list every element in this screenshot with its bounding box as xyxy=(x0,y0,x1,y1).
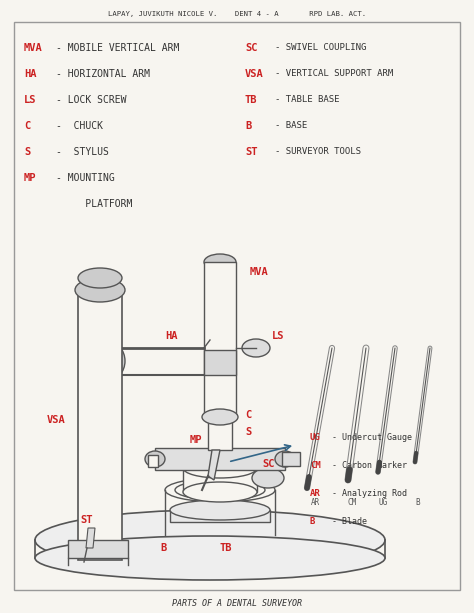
Ellipse shape xyxy=(183,458,257,478)
Text: TB: TB xyxy=(245,95,257,105)
Text: ST: ST xyxy=(80,515,92,525)
Text: C: C xyxy=(24,121,30,131)
Text: C: C xyxy=(245,410,251,420)
Text: LS: LS xyxy=(272,331,284,341)
Text: MP: MP xyxy=(24,173,36,183)
Text: - LOCK SCREW: - LOCK SCREW xyxy=(56,95,127,105)
Ellipse shape xyxy=(35,510,385,570)
Ellipse shape xyxy=(170,500,270,520)
Ellipse shape xyxy=(145,451,165,467)
Text: - BASE: - BASE xyxy=(275,121,307,131)
Bar xyxy=(78,290,122,560)
Text: - Undercut Gauge: - Undercut Gauge xyxy=(332,433,412,443)
Text: SC: SC xyxy=(245,43,257,53)
Ellipse shape xyxy=(183,482,257,502)
Text: CM: CM xyxy=(347,498,356,507)
Text: -  STYLUS: - STYLUS xyxy=(56,147,109,157)
Ellipse shape xyxy=(78,268,122,288)
Text: - SURVEYOR TOOLS: - SURVEYOR TOOLS xyxy=(275,148,361,156)
Text: S: S xyxy=(245,427,251,437)
Text: MVA: MVA xyxy=(250,267,269,277)
Bar xyxy=(282,452,300,466)
Bar xyxy=(170,510,270,522)
Text: - MOUNTING: - MOUNTING xyxy=(56,173,115,183)
Ellipse shape xyxy=(89,341,125,381)
Text: S: S xyxy=(24,147,30,157)
Ellipse shape xyxy=(204,254,236,270)
Text: MP: MP xyxy=(190,435,202,445)
Ellipse shape xyxy=(165,478,275,502)
Text: B: B xyxy=(416,498,420,507)
Text: VSA: VSA xyxy=(245,69,264,79)
Text: - Analyzing Rod: - Analyzing Rod xyxy=(332,490,407,498)
Bar xyxy=(183,468,257,492)
Bar xyxy=(208,415,232,450)
Text: - Blade: - Blade xyxy=(332,517,367,527)
Text: CM: CM xyxy=(310,462,321,471)
Text: TB: TB xyxy=(220,543,233,553)
Text: PARTS OF A DENTAL SURVEYOR: PARTS OF A DENTAL SURVEYOR xyxy=(172,598,302,607)
Ellipse shape xyxy=(75,278,125,302)
Bar xyxy=(155,448,285,470)
Text: MVA: MVA xyxy=(24,43,43,53)
Text: B: B xyxy=(245,121,251,131)
Text: -  CHUCK: - CHUCK xyxy=(56,121,103,131)
Text: - MOBILE VERTICAL ARM: - MOBILE VERTICAL ARM xyxy=(56,43,179,53)
Ellipse shape xyxy=(275,451,295,467)
Text: PLATFORM: PLATFORM xyxy=(56,199,132,209)
Ellipse shape xyxy=(35,536,385,580)
Ellipse shape xyxy=(242,339,270,357)
Polygon shape xyxy=(208,450,220,480)
Text: - Carbon Marker: - Carbon Marker xyxy=(332,462,407,471)
Text: B: B xyxy=(310,517,315,527)
Text: LS: LS xyxy=(24,95,36,105)
Text: UG: UG xyxy=(378,498,388,507)
Text: LAPAY, JUVIKUTH NICOLE V.    DENT 4 - A       RPD LAB. ACT.: LAPAY, JUVIKUTH NICOLE V. DENT 4 - A RPD… xyxy=(108,11,366,17)
Text: B: B xyxy=(160,543,166,553)
Bar xyxy=(204,350,236,375)
Text: HA: HA xyxy=(165,331,177,341)
Text: - VERTICAL SUPPORT ARM: - VERTICAL SUPPORT ARM xyxy=(275,69,393,78)
Ellipse shape xyxy=(175,480,265,500)
Text: - HORIZONTAL ARM: - HORIZONTAL ARM xyxy=(56,69,150,79)
Bar xyxy=(148,455,158,467)
Text: VSA: VSA xyxy=(47,415,66,425)
Polygon shape xyxy=(86,528,95,548)
Text: - TABLE BASE: - TABLE BASE xyxy=(275,96,339,104)
Text: UG: UG xyxy=(310,433,321,443)
Text: - SWIVEL COUPLING: - SWIVEL COUPLING xyxy=(275,44,366,53)
Ellipse shape xyxy=(202,409,238,425)
Ellipse shape xyxy=(252,468,284,488)
Text: ST: ST xyxy=(245,147,257,157)
Text: SC: SC xyxy=(262,459,274,469)
Text: HA: HA xyxy=(24,69,36,79)
Bar xyxy=(68,540,128,558)
Text: AR: AR xyxy=(310,490,321,498)
Text: AR: AR xyxy=(310,498,319,507)
Bar xyxy=(204,262,236,417)
